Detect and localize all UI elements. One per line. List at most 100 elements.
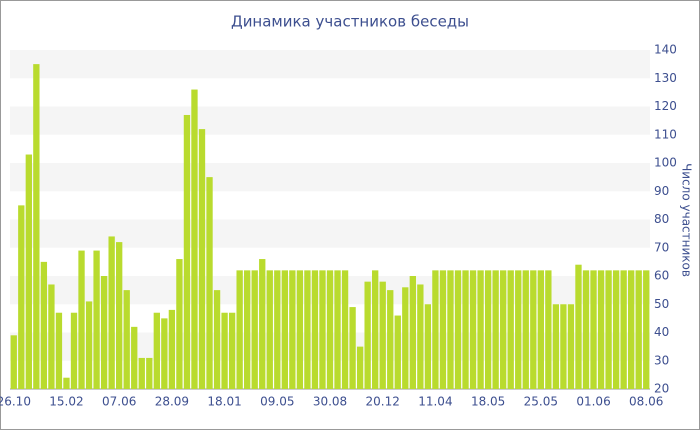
bar	[582, 270, 590, 389]
x-tick-label: 07.06	[102, 395, 136, 409]
bar	[379, 281, 386, 389]
bar	[552, 304, 560, 389]
bar	[274, 270, 281, 389]
x-tick-label: 09.05	[260, 395, 294, 409]
bar	[447, 270, 454, 389]
bar	[590, 270, 597, 389]
bar	[228, 312, 236, 389]
grid-band	[10, 219, 650, 248]
bar	[296, 270, 304, 389]
bar	[146, 357, 153, 389]
bar	[605, 270, 612, 389]
bar	[100, 276, 108, 389]
bar	[168, 309, 176, 389]
bar	[236, 270, 243, 389]
bar	[63, 377, 70, 389]
bar	[364, 281, 371, 389]
bar	[221, 312, 228, 389]
bar	[153, 312, 160, 389]
bar	[643, 270, 650, 389]
bar	[108, 236, 115, 389]
x-tick-label: 20.12	[366, 395, 400, 409]
bar	[432, 270, 439, 389]
bar	[191, 89, 198, 390]
bar	[85, 301, 93, 389]
bar	[597, 270, 605, 389]
x-tick-label: 26.10	[0, 395, 31, 409]
x-tick-label: 15.02	[49, 395, 83, 409]
bar	[402, 287, 409, 389]
bar	[70, 312, 78, 389]
bar	[454, 270, 462, 389]
bar	[281, 270, 288, 389]
bar	[266, 270, 273, 389]
x-tick-label: 18.01	[207, 395, 241, 409]
bar	[387, 290, 394, 389]
bar	[123, 290, 130, 389]
chart-title: Динамика участников беседы	[231, 13, 469, 31]
bar	[78, 250, 85, 389]
bar	[326, 270, 334, 389]
bar	[18, 205, 25, 389]
bar	[33, 64, 40, 389]
bar	[515, 270, 522, 389]
bar	[161, 318, 168, 389]
grid-band	[10, 106, 650, 135]
bar	[537, 270, 544, 389]
x-tick-label: 08.06	[629, 395, 663, 409]
bar	[244, 270, 251, 389]
bar	[116, 242, 123, 389]
y-tick-label: 130	[654, 71, 677, 85]
bar	[55, 312, 63, 389]
x-tick-label: 18.05	[471, 395, 505, 409]
bar	[612, 270, 620, 389]
y-tick-label: 70	[654, 240, 669, 254]
bar	[628, 270, 635, 389]
x-tick-label: 30.08	[313, 395, 347, 409]
bar	[567, 304, 575, 389]
x-tick-label: 28.09	[155, 395, 189, 409]
y-axis-label: Число участников	[680, 163, 694, 277]
bar	[439, 270, 447, 389]
y-tick-label: 100	[654, 156, 677, 170]
bar	[251, 270, 258, 389]
bar	[40, 261, 48, 389]
bar	[530, 270, 537, 389]
bar	[138, 357, 145, 389]
bar	[206, 177, 213, 389]
bar	[176, 259, 183, 389]
y-tick-label: 140	[654, 43, 677, 57]
bar	[462, 270, 469, 389]
bar	[183, 114, 191, 389]
bar	[334, 270, 341, 389]
bar	[394, 315, 401, 389]
x-tick-label: 01.06	[576, 395, 610, 409]
bar	[213, 290, 221, 389]
bar	[356, 346, 364, 389]
bar	[319, 270, 326, 389]
bar	[522, 270, 529, 389]
y-tick-label: 40	[654, 325, 669, 339]
bar	[484, 270, 492, 389]
bar	[635, 270, 642, 389]
y-tick-label: 90	[654, 184, 669, 198]
bar	[289, 270, 296, 389]
y-tick-label: 80	[654, 212, 669, 226]
bar	[131, 326, 138, 389]
bar	[259, 259, 266, 389]
grid-band	[10, 163, 650, 192]
bar	[560, 304, 567, 389]
y-tick-label: 30	[654, 353, 669, 367]
y-tick-label: 110	[654, 127, 677, 141]
bar	[311, 270, 319, 389]
bar	[500, 270, 507, 389]
bar	[25, 154, 32, 389]
bar	[10, 335, 17, 389]
bar	[48, 284, 55, 389]
x-tick-label: 25.05	[524, 395, 558, 409]
bar	[575, 264, 582, 389]
bar	[545, 270, 552, 389]
x-tick-label: 11.04	[418, 395, 452, 409]
bar	[424, 304, 432, 389]
